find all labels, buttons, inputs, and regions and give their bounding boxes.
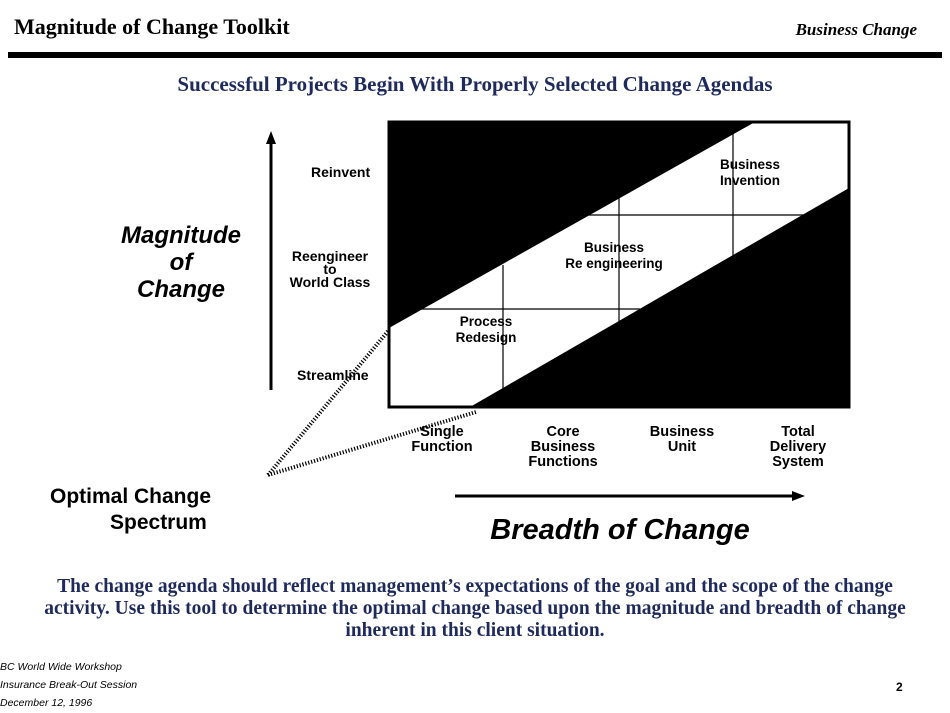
y-axis-title: Magnitude of Change	[121, 222, 241, 303]
zone-business-reengineering: Business Re engineering	[565, 240, 663, 271]
zone-business-invention: Business Invention	[719, 157, 781, 188]
x-level-business-unit: Business Unit	[649, 424, 715, 455]
x-level-single-function: Single Function	[411, 424, 473, 455]
zone-process-redesign: Process Redesign	[455, 314, 517, 345]
x-level-total-delivery-system: Total Delivery System	[769, 424, 827, 470]
x-axis-title: Breadth of Change	[490, 514, 750, 546]
x-axis-arrowhead	[792, 491, 805, 501]
y-level-reengineer: Reengineer to World Class	[289, 248, 371, 290]
footer-line-3: December 12, 1996	[0, 697, 93, 709]
lower-black-region	[470, 188, 849, 407]
footer-line-2: Insurance Break-Out Session	[0, 679, 138, 691]
page-number: 2	[896, 680, 903, 694]
callout-lines	[266, 328, 477, 477]
y-level-reinvent: Reinvent	[311, 164, 371, 180]
header-divider	[8, 52, 942, 58]
page-title: Magnitude of Change Toolkit	[14, 14, 290, 39]
section-label: Business Change	[795, 20, 917, 39]
slide-subtitle: Successful Projects Begin With Properly …	[177, 72, 773, 96]
body-paragraph: The change agenda should reflect managem…	[44, 576, 906, 641]
footer-line-1: BC World Wide Workshop	[0, 661, 122, 673]
x-level-core-business-functions: Core Business Functions	[528, 424, 598, 470]
optimal-change-spectrum-label: Optimal Change Spectrum	[50, 485, 212, 534]
diagram-frame	[387, 120, 851, 409]
y-level-streamline: Streamline	[297, 367, 369, 383]
upper-black-region	[389, 122, 755, 328]
y-axis-arrowhead	[266, 131, 276, 144]
